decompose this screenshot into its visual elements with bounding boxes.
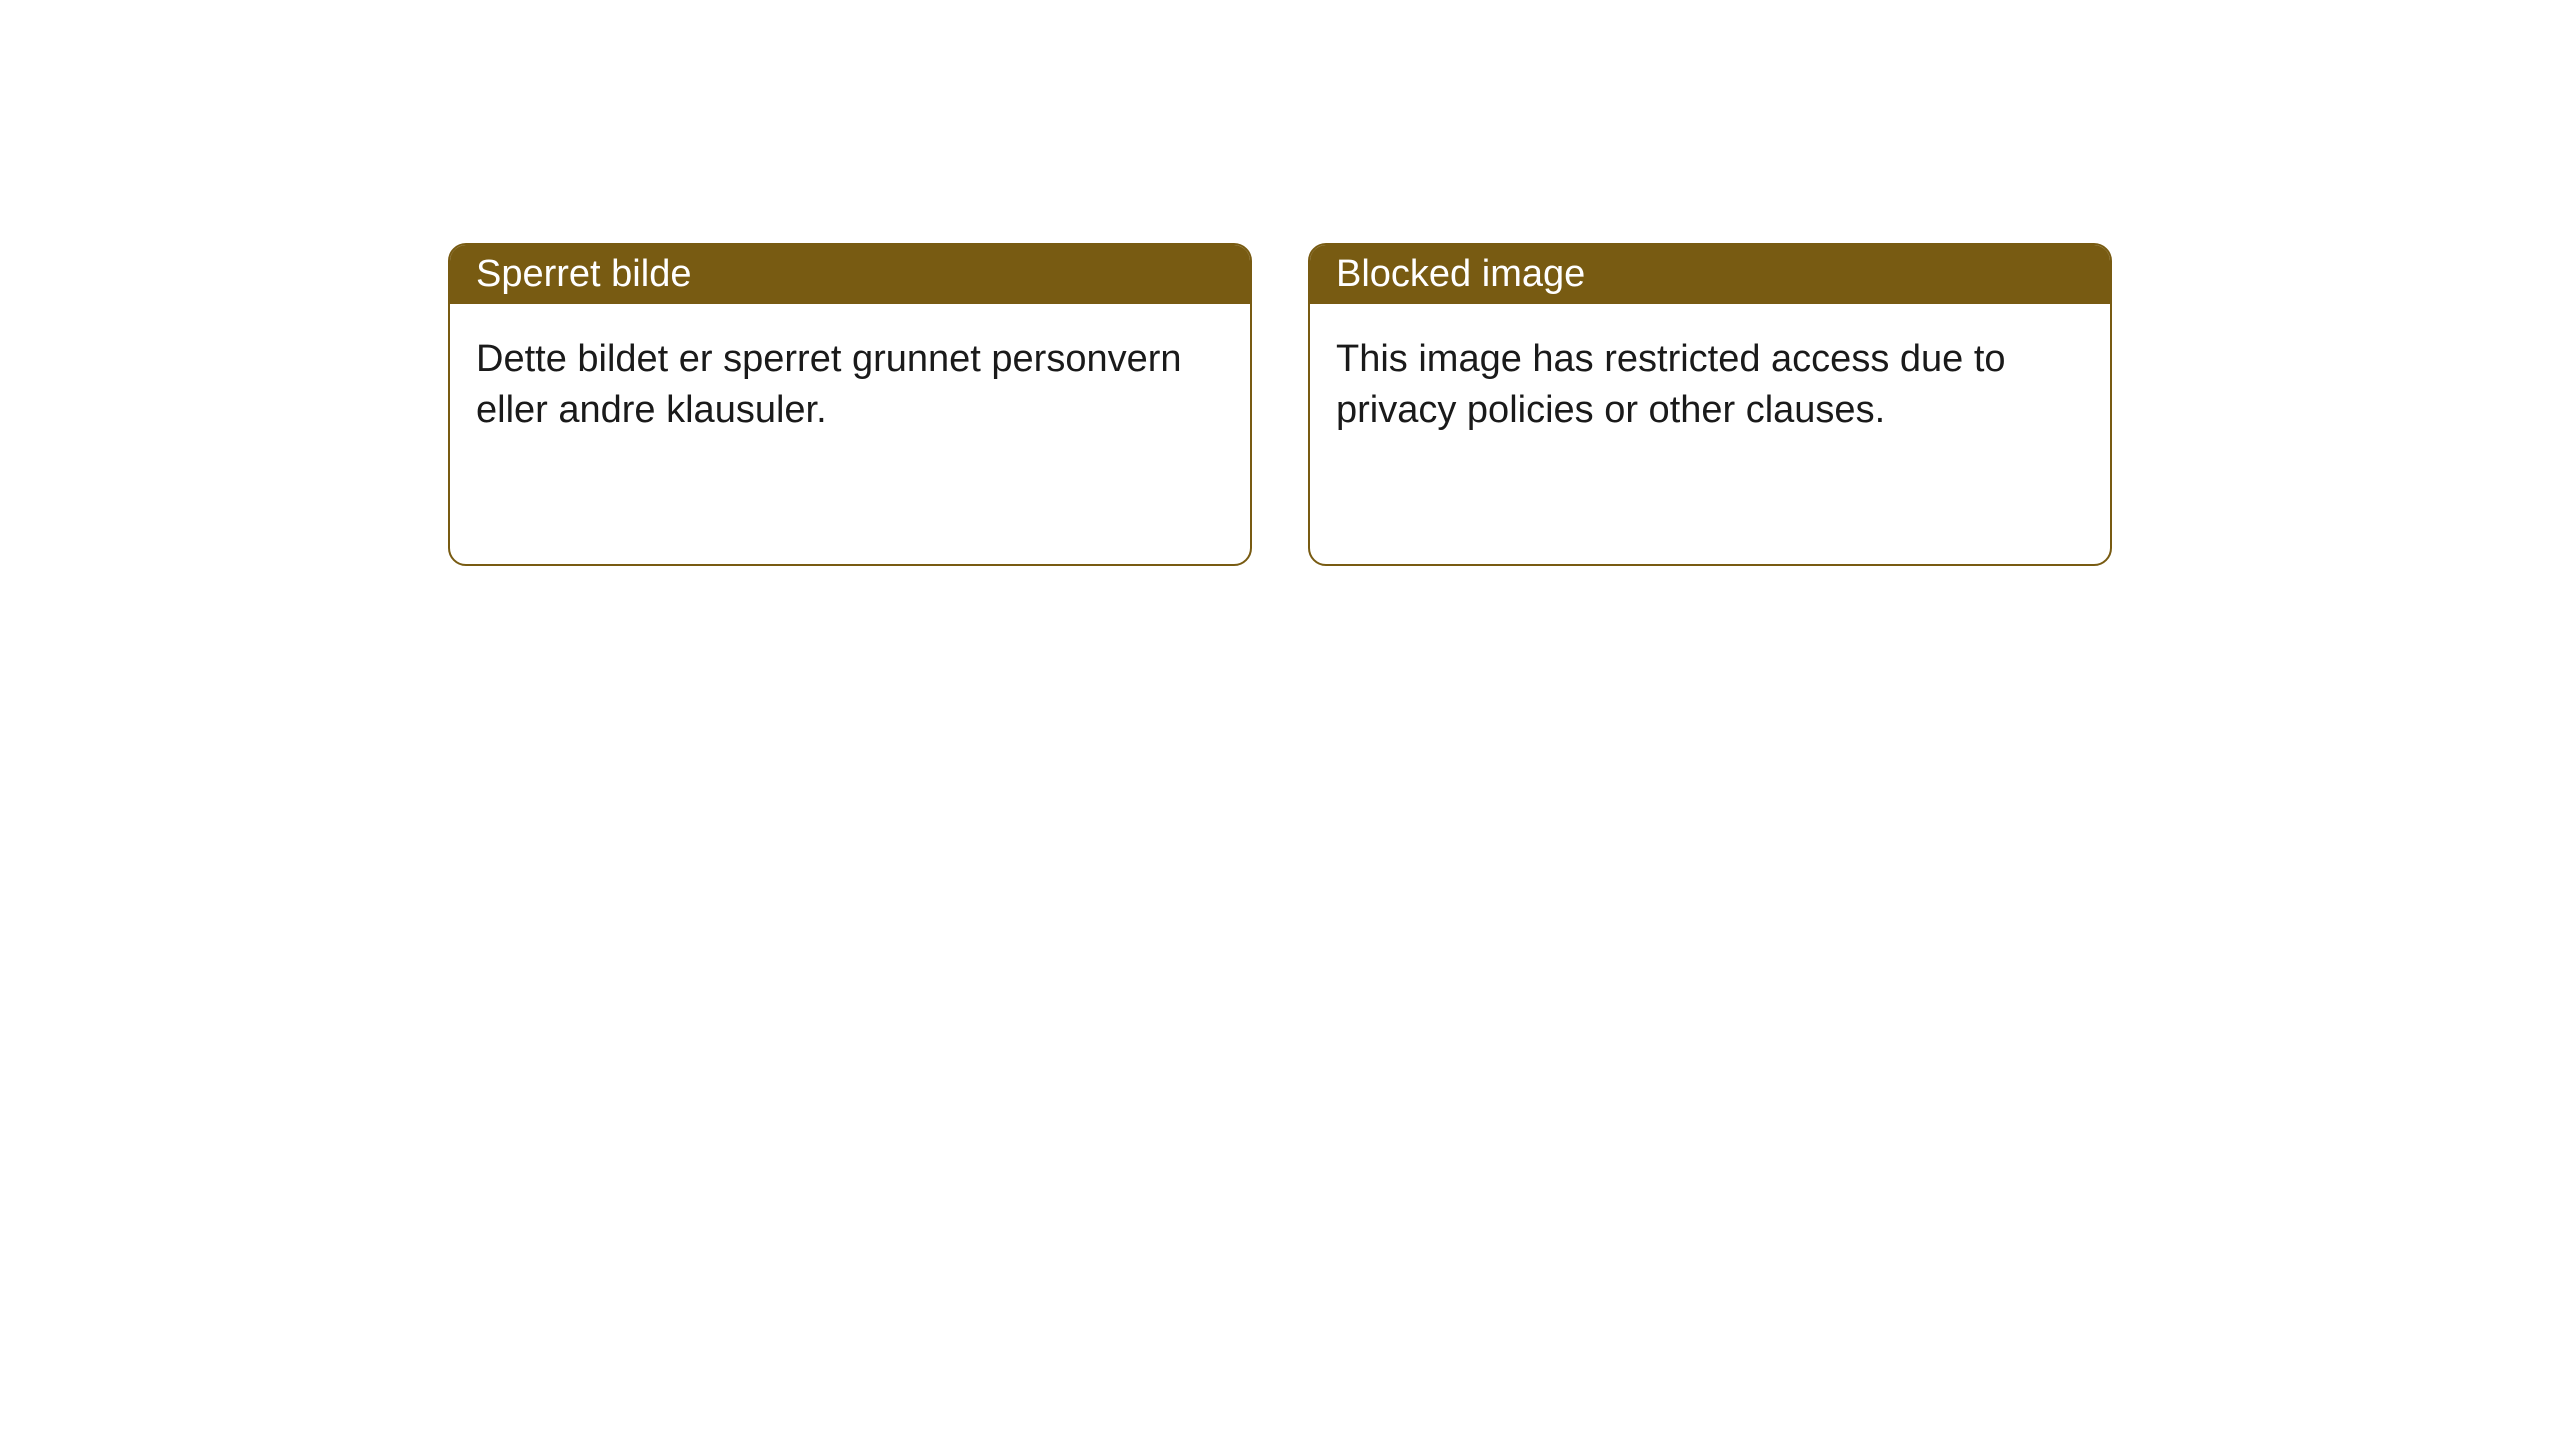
notice-body: This image has restricted access due to … <box>1310 304 2110 564</box>
notice-body: Dette bildet er sperret grunnet personve… <box>450 304 1250 564</box>
notice-title: Sperret bilde <box>450 245 1250 304</box>
notice-container: Sperret bilde Dette bildet er sperret gr… <box>0 0 2560 566</box>
notice-card-norwegian: Sperret bilde Dette bildet er sperret gr… <box>448 243 1252 566</box>
notice-card-english: Blocked image This image has restricted … <box>1308 243 2112 566</box>
notice-title: Blocked image <box>1310 245 2110 304</box>
